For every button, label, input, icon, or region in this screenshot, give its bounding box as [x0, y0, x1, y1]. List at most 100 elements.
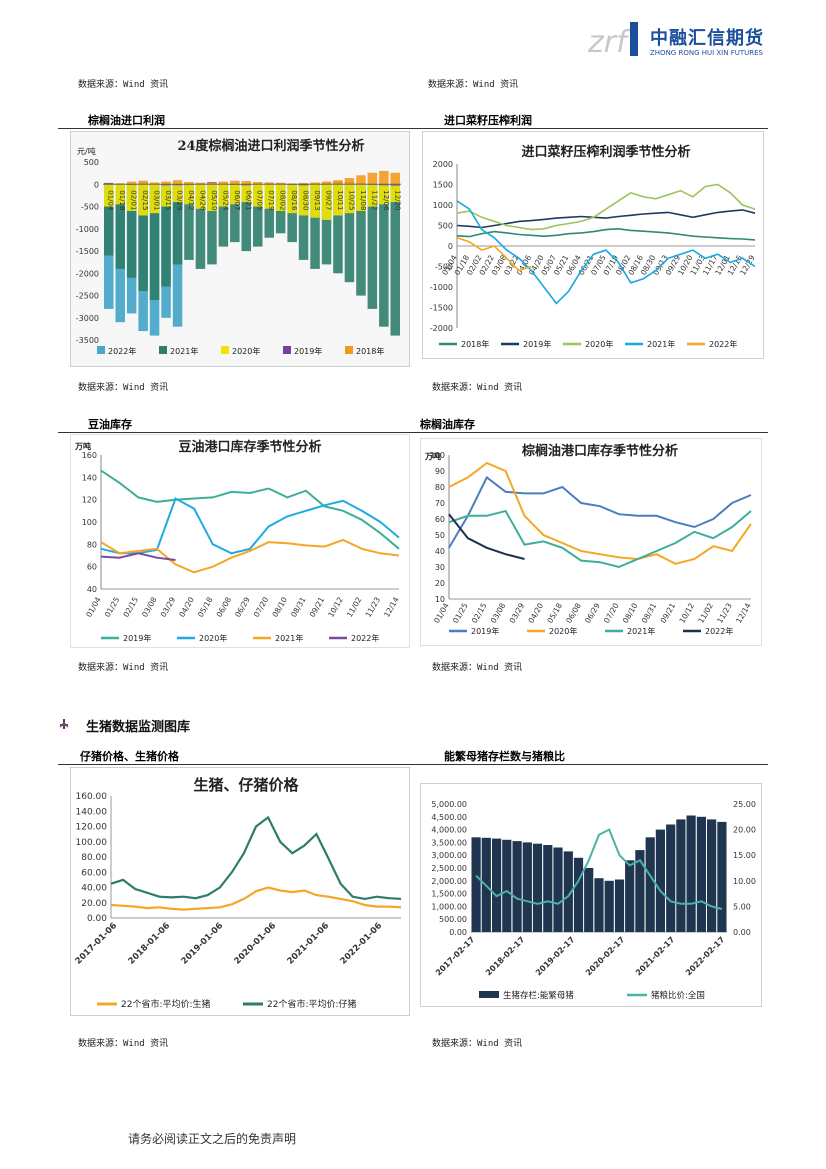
- chart-palm-profit: 24度棕榈油进口利润季节性分析 元/吨 500 0 -500 -1000 -1500 -200…: [70, 131, 410, 367]
- bar-5: [172, 180, 183, 185]
- bar-3: [298, 184, 309, 216]
- x-tick-label: 04/20: [177, 595, 196, 618]
- bar-5: [379, 170, 389, 185]
- chart-soy-stock: 豆油港口库存季节性分析 万吨 160 140 120 100 80 60 40 01/04 01/2…: [70, 434, 410, 648]
- x-tick-label: 2022-01-06: [339, 921, 385, 967]
- legend-label: 2022年: [705, 626, 733, 636]
- bar-sow: [666, 824, 676, 932]
- legend-label: 2021年: [170, 346, 198, 356]
- x-tick-label: 04/26: [198, 190, 206, 211]
- bar-5: [184, 182, 194, 185]
- bar-3: [379, 184, 389, 205]
- y-tick-label: 500: [438, 222, 453, 231]
- y-tick-label: 1,000.00: [431, 902, 467, 911]
- y-tick-label: 60: [87, 563, 97, 572]
- chart-palm-stock: 棕榈油港口库存季节性分析 万吨 100 90 80 70 60 50 40 30 20 10 01/04…: [420, 438, 762, 646]
- section-title-palm-stock: 棕榈油库存: [420, 418, 475, 431]
- bar-sow: [604, 880, 614, 932]
- x-tick-label: 03/01: [153, 190, 161, 210]
- legend-swatch: [159, 346, 167, 354]
- y-tick-label: 160: [82, 451, 97, 460]
- bar-2: [149, 184, 160, 300]
- bar-sow: [707, 819, 717, 932]
- legend-label: 2019年: [471, 626, 499, 636]
- bar-2: [161, 184, 171, 287]
- y-tick-label: 500.00: [439, 915, 467, 924]
- bar-2: [172, 184, 183, 265]
- x-tick-label: 07/05: [256, 190, 264, 210]
- bar-4: [390, 184, 400, 186]
- y-tick-label: 5,000.00: [431, 800, 467, 809]
- x-tick-label: 08/16: [290, 190, 298, 211]
- y-tick-label: 80: [435, 483, 445, 492]
- x-tick-label: 08/10: [270, 595, 289, 618]
- y-tick-label: 20: [435, 579, 445, 588]
- bar-sow: [512, 841, 522, 932]
- x-tick-label: 01/04: [84, 595, 103, 618]
- x-tick-label: 01/25: [103, 595, 122, 618]
- y-tick-label: 500: [84, 158, 99, 167]
- x-tick-label: 09/13: [313, 190, 321, 210]
- series-line-2: [100, 497, 400, 555]
- x-tick-label: 03/08: [140, 595, 159, 618]
- x-tick-label: 12/20: [393, 190, 401, 210]
- series-line-2: [448, 461, 752, 565]
- bar-3: [138, 184, 148, 216]
- bar-4: [104, 182, 114, 185]
- x-tick-label: 11/23: [364, 595, 383, 618]
- bar-3: [356, 184, 366, 211]
- bar-5: [264, 182, 274, 185]
- x-tick-label: 03/15: [164, 190, 172, 210]
- y-tick-label: 0: [94, 180, 99, 189]
- bar-5: [126, 181, 137, 185]
- series-line-1: [100, 469, 400, 550]
- legend-label: 2022年: [709, 339, 737, 349]
- series-line-1: [456, 227, 756, 241]
- x-tick-label: 2019-02-17: [534, 935, 577, 978]
- y-axis-label: 万吨: [74, 441, 91, 451]
- x-tick-label: 11/22: [370, 190, 378, 210]
- x-tick-label: 05/10: [210, 190, 218, 210]
- legend-label: 2022年: [351, 633, 379, 643]
- y-tick-label: 2,000.00: [431, 877, 467, 886]
- bar-2: [287, 184, 297, 243]
- legend-swatch: [221, 346, 229, 354]
- x-tick-label: 06/29: [233, 595, 252, 618]
- section-divider: [58, 764, 768, 765]
- y-tick-label: -1500: [430, 304, 453, 313]
- y-tick-label: 160.00: [76, 792, 108, 802]
- bar-4: [241, 184, 251, 186]
- y-tick-label: 50: [435, 531, 445, 540]
- series-line-ratio: [475, 828, 723, 910]
- bar-2: [367, 184, 378, 309]
- y-tick-label: 0: [448, 242, 453, 251]
- logo-mark-text: zrf: [588, 25, 631, 60]
- y-tick-label: 60: [435, 515, 445, 524]
- x-tick-label: 07/19: [267, 190, 275, 210]
- x-tick-label: 03/29: [176, 190, 184, 210]
- bar-5: [344, 178, 355, 185]
- x-tick-label: 10/12: [678, 601, 697, 624]
- logo-en: ZHONG RONG HUI XIN FUTURES: [650, 49, 763, 57]
- legend-label: 2018年: [356, 346, 384, 356]
- x-tick-label: 03/08: [489, 601, 508, 624]
- y-tick-label: -500: [81, 203, 99, 212]
- legend-swatch: [345, 346, 353, 354]
- y-tick-label: 100: [430, 451, 445, 460]
- logo-mark-icon: zrf: [588, 22, 638, 60]
- y-axis-label: 万吨: [424, 451, 441, 461]
- bar-3: [253, 184, 263, 207]
- series-line-5: [456, 237, 532, 272]
- y-tick-label: -500: [435, 263, 453, 272]
- bar-2: [115, 184, 125, 269]
- bar-5: [161, 181, 171, 185]
- x-tick-label: 08/31: [289, 595, 308, 618]
- y-tick-label: 1,500.00: [431, 890, 467, 899]
- section-title-sow: 能繁母猪存栏数与猪粮比: [444, 750, 565, 763]
- x-tick-label: 02/15: [470, 601, 489, 624]
- y-tick-label: -1000: [430, 283, 453, 292]
- bar-3: [230, 184, 240, 205]
- bar-sow: [594, 878, 604, 932]
- y-tick-label: 1500: [433, 181, 453, 190]
